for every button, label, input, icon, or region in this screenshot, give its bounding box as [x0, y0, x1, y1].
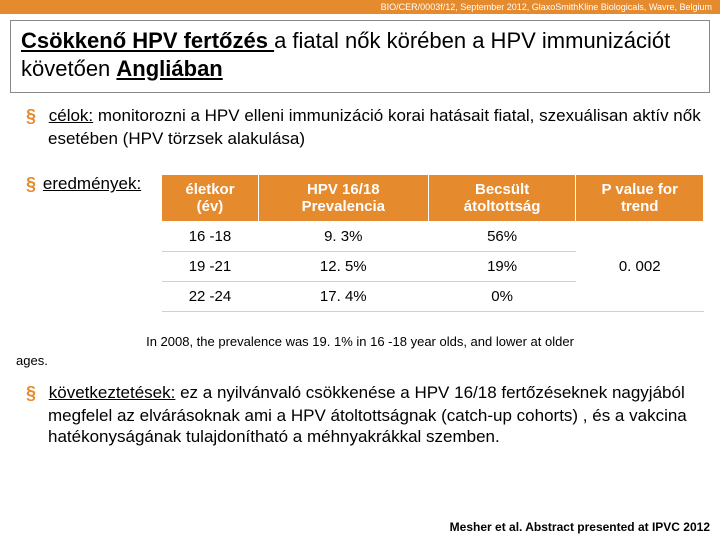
cell-pvalue: 0. 002: [576, 222, 704, 312]
goals-text: monitorozni a HPV elleni immunizáció kor…: [48, 106, 701, 148]
title-part3: Angliában: [116, 56, 222, 81]
bullet-icon: §: [26, 105, 44, 128]
top-banner: BIO/CER/0003f/12, September 2012, GlaxoS…: [0, 0, 720, 14]
results-label: eredmények:: [43, 174, 141, 194]
cell-cov: 56%: [428, 222, 576, 252]
th-pvalue: P value for trend: [576, 175, 704, 222]
bullet-icon: §: [26, 382, 44, 405]
citation: Mesher et al. Abstract presented at IPVC…: [450, 520, 710, 534]
conclusion-label: következtetések:: [49, 383, 176, 402]
th-age: életkor (év): [162, 175, 259, 222]
slide-title: Csökkenő HPV fertőzés a fiatal nők köréb…: [21, 27, 699, 82]
title-part1: Csökkenő HPV fertőzés: [21, 28, 274, 53]
cell-cov: 0%: [428, 282, 576, 312]
cell-prev: 17. 4%: [258, 282, 428, 312]
table-row: 16 -18 9. 3% 56% 0. 002: [162, 222, 704, 252]
goals-label: célok:: [49, 106, 93, 125]
ages-label: ages.: [0, 353, 720, 382]
conclusion-bullet: § következtetések: ez a nyilvánvaló csök…: [0, 382, 720, 447]
cell-age: 16 -18: [162, 222, 259, 252]
th-coverage: Becsült átoltottság: [428, 175, 576, 222]
footnote: In 2008, the prevalence was 19. 1% in 16…: [0, 320, 720, 353]
title-frame: Csökkenő HPV fertőzés a fiatal nők köréb…: [10, 20, 710, 93]
results-table: életkor (év) HPV 16/18 Prevalencia Becsü…: [161, 174, 704, 312]
bullet-icon: §: [26, 174, 43, 195]
cell-age: 22 -24: [162, 282, 259, 312]
table-header-row: életkor (év) HPV 16/18 Prevalencia Becsü…: [162, 175, 704, 222]
cell-age: 19 -21: [162, 252, 259, 282]
cell-prev: 9. 3%: [258, 222, 428, 252]
goals-bullet: § célok: monitorozni a HPV elleni immuni…: [26, 105, 704, 150]
th-prevalence: HPV 16/18 Prevalencia: [258, 175, 428, 222]
results-row: § eredmények: életkor (év) HPV 16/18 Pre…: [26, 174, 704, 312]
cell-prev: 12. 5%: [258, 252, 428, 282]
cell-cov: 19%: [428, 252, 576, 282]
